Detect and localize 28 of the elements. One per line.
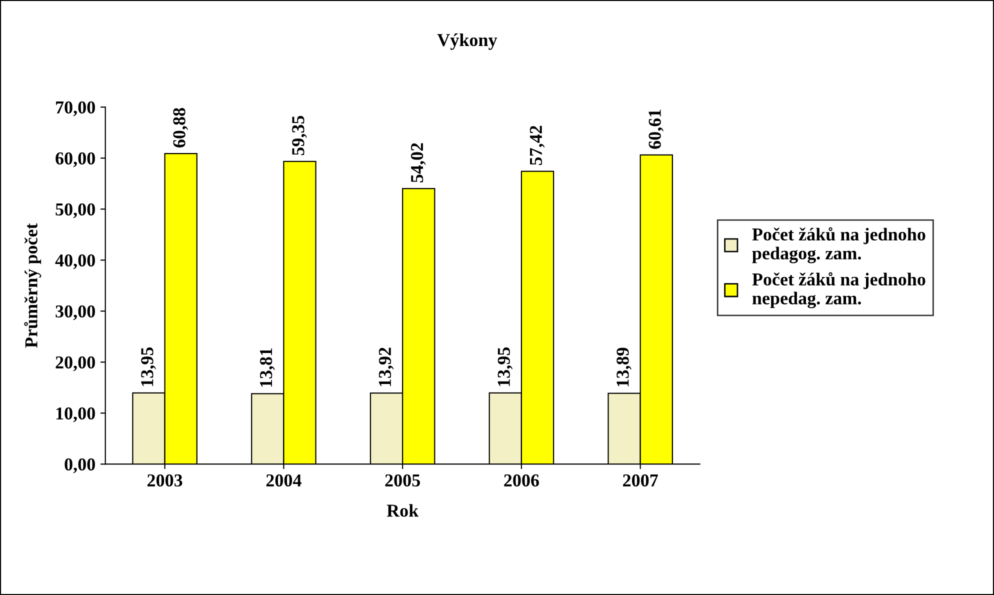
data-label: 13,95 <box>141 347 156 386</box>
data-label: 60,61 <box>648 110 664 149</box>
data-label: 57,42 <box>530 126 545 165</box>
y-axis-title: Průměrný počet <box>24 223 42 348</box>
y-tick-label: 70,00 <box>56 101 95 116</box>
y-tick-label: 40,00 <box>55 254 95 270</box>
data-label: 13,92 <box>378 348 394 386</box>
x-tick-label: 2004 <box>266 474 302 487</box>
y-tick-label: 20,00 <box>56 356 95 372</box>
data-label: 54,02 <box>410 143 426 182</box>
x-tick-label: 2003 <box>148 474 182 487</box>
x-tick-label: 2006 <box>504 474 539 487</box>
y-tick-label: 50,00 <box>56 203 95 218</box>
data-label: 13,95 <box>498 347 513 386</box>
data-label: 60,88 <box>173 108 188 148</box>
data-label: 13,81 <box>260 348 275 387</box>
legend-label: Počet žáků na jednoho pedagog. zam. <box>752 227 926 264</box>
legend-label: Počet žáků na jednoho nepedag. zam. <box>752 272 926 308</box>
x-axis-title: Rok <box>386 504 419 517</box>
y-tick-label: 60,00 <box>56 152 95 168</box>
data-label: 13,89 <box>616 348 632 386</box>
y-tick-label: 0,00 <box>64 458 95 474</box>
y-tick-label: 30,00 <box>56 305 95 320</box>
x-tick-label: 2007 <box>623 474 658 487</box>
data-label: 59,35 <box>292 116 307 156</box>
chart-title: Výkony <box>437 33 498 50</box>
x-tick-label: 2005 <box>385 474 420 487</box>
y-tick-label: 10,00 <box>56 407 95 422</box>
